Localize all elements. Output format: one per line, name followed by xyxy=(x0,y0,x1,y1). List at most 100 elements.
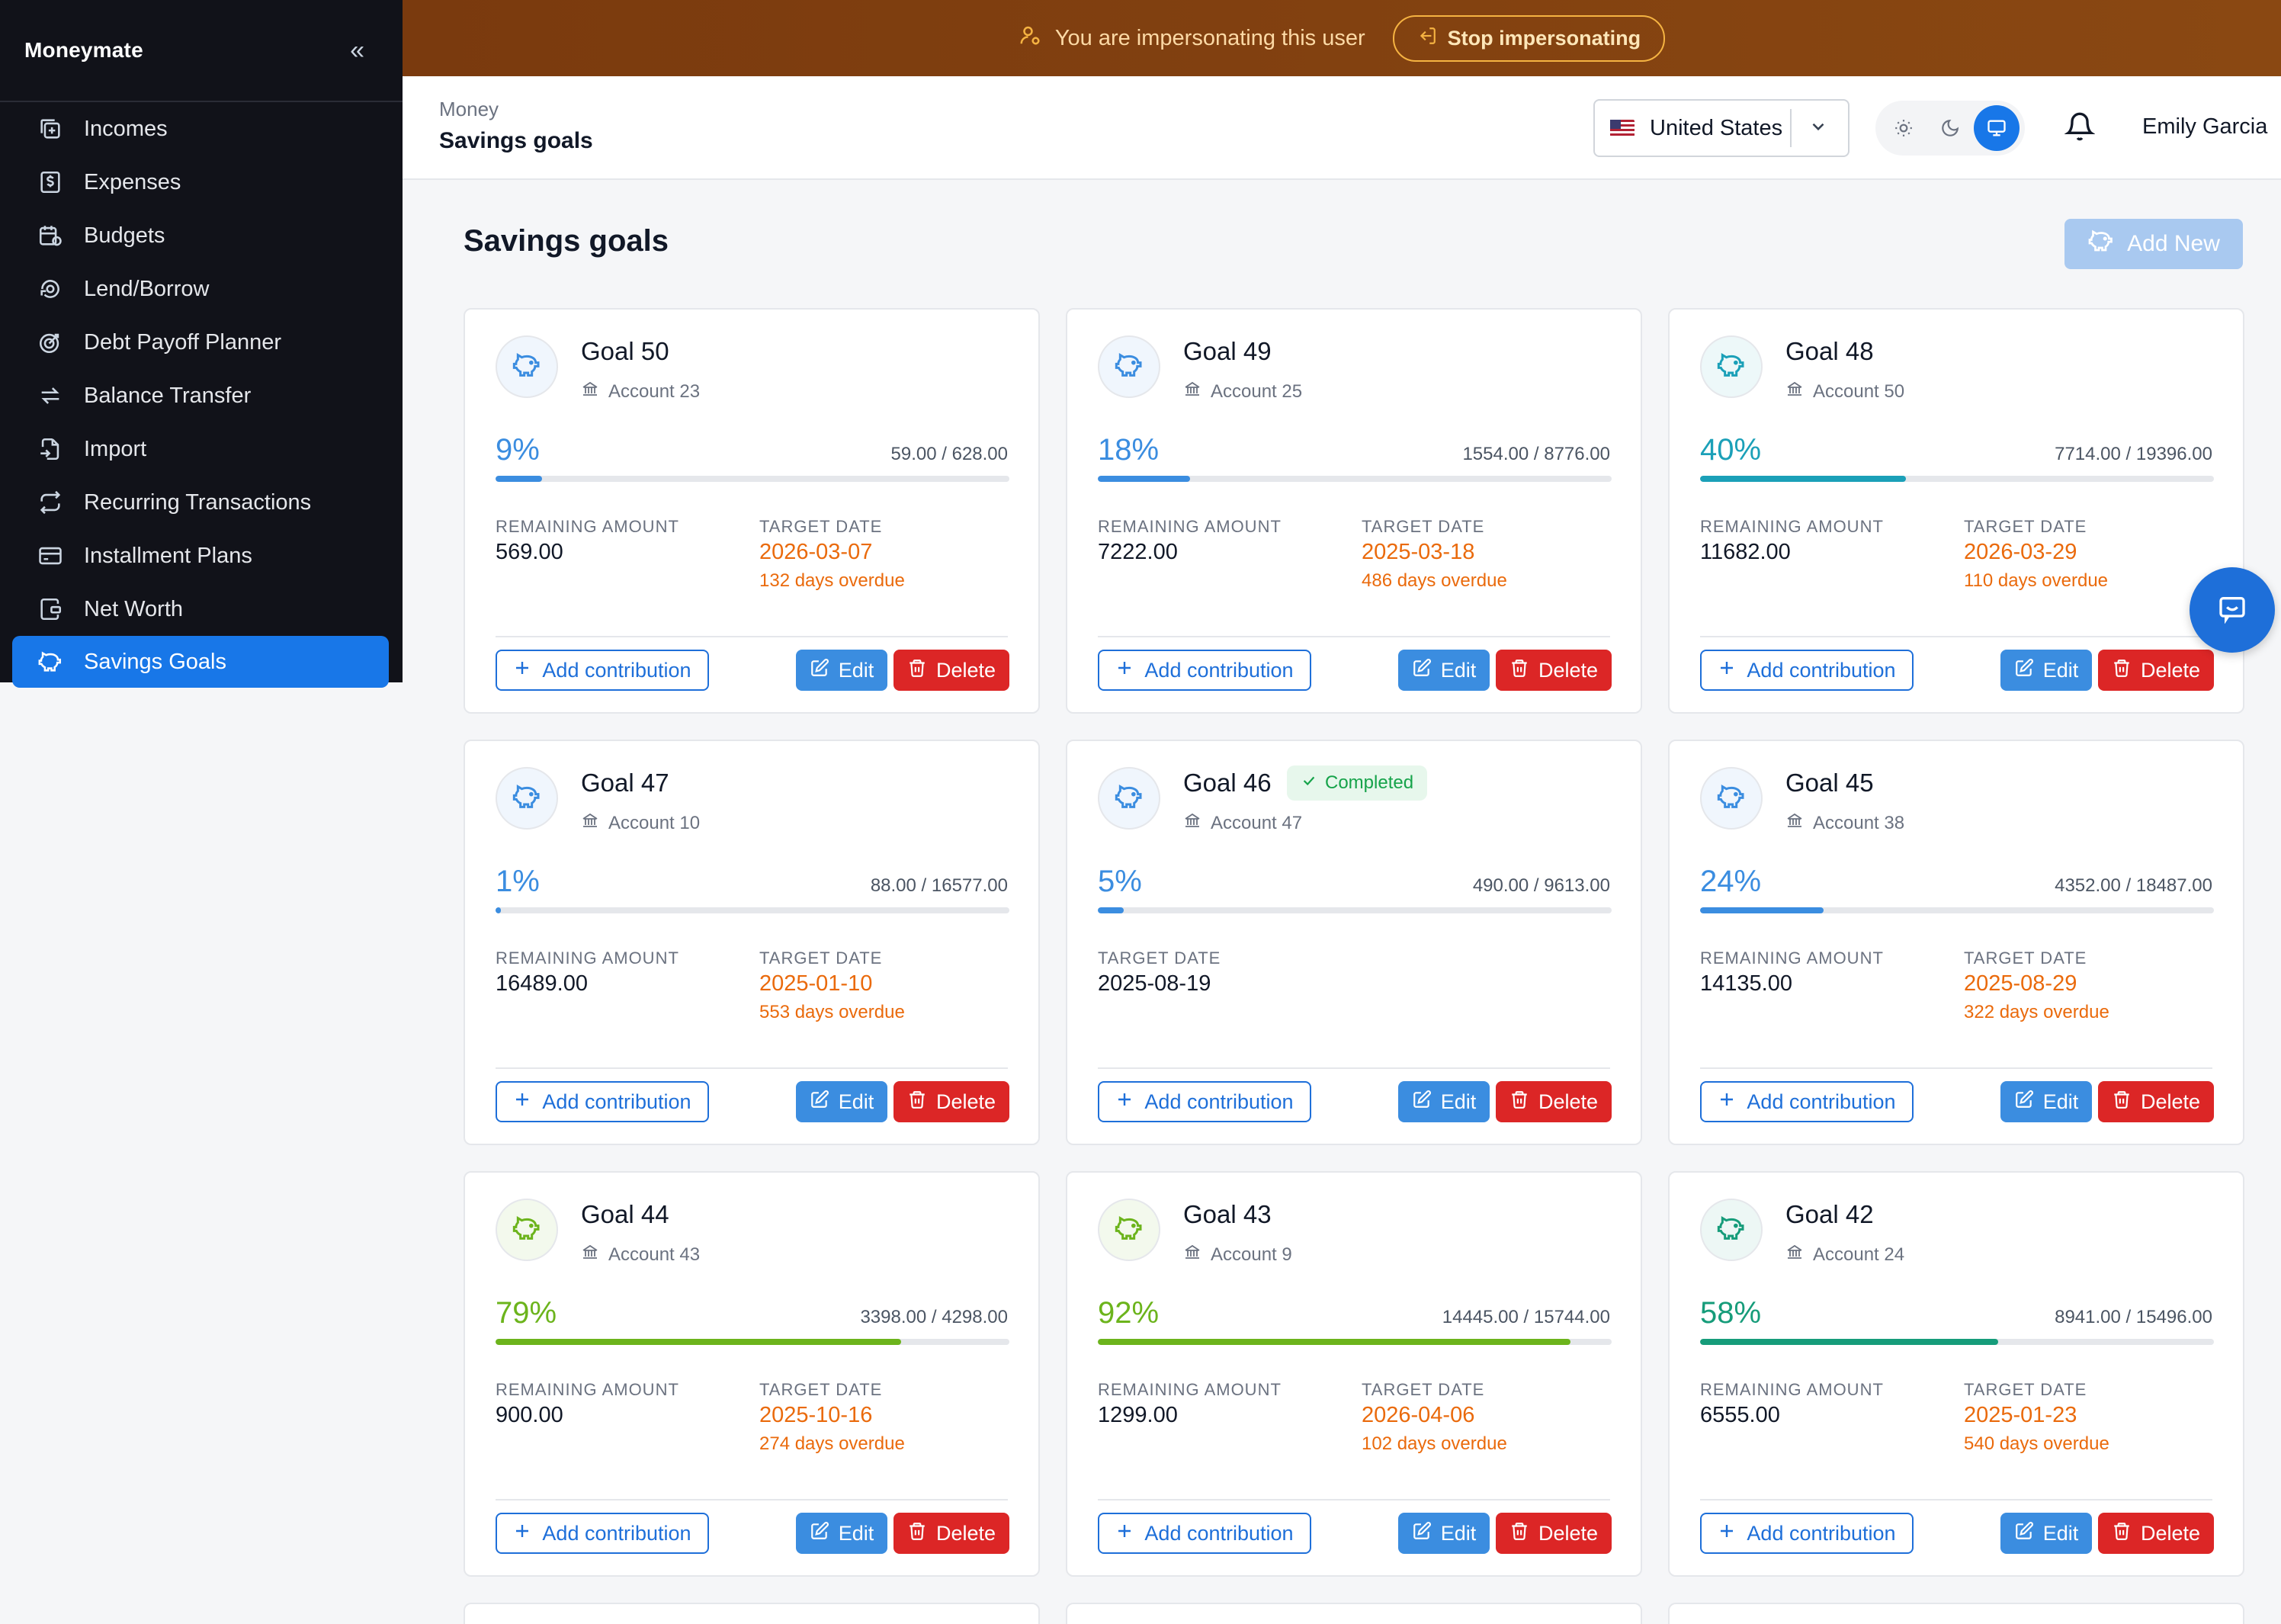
sidebar-item-import[interactable]: Import xyxy=(0,422,403,476)
goal-card: Goal 45 Account 38 24% 4352.00 / 18487.00 RE… xyxy=(1668,740,2244,1145)
edit-button[interactable]: Edit xyxy=(796,650,887,691)
ratio-separator: / xyxy=(1529,444,1545,464)
goal-name: Goal 44 xyxy=(581,1200,669,1228)
overdue-text: 274 days overdue xyxy=(759,1433,905,1454)
delete-label: Delete xyxy=(2140,1090,2201,1113)
piggy-bank-icon xyxy=(512,350,542,384)
sidebar-item-label: Installment Plans xyxy=(84,543,252,568)
add-contribution-button[interactable]: Add contribution xyxy=(496,1081,709,1122)
delete-label: Delete xyxy=(2140,1521,2201,1545)
target-date-label: TARGET DATE xyxy=(1964,517,2087,536)
edit-icon xyxy=(1412,1090,1432,1115)
remaining-amount-value: 7222.00 xyxy=(1098,540,1178,564)
delete-button[interactable]: Delete xyxy=(2098,1513,2214,1554)
add-contribution-label: Add contribution xyxy=(1144,1090,1294,1113)
delete-button[interactable]: Delete xyxy=(1496,650,1612,691)
add-contribution-button[interactable]: Add contribution xyxy=(496,650,709,691)
sidebar-item-lend-borrow[interactable]: Lend/Borrow xyxy=(0,262,403,316)
sidebar-item-incomes[interactable]: Incomes xyxy=(0,102,403,156)
delete-button[interactable]: Delete xyxy=(2098,650,2214,691)
plus-icon xyxy=(1115,659,1134,682)
edit-button[interactable]: Edit xyxy=(2000,1513,2092,1554)
delete-button[interactable]: Delete xyxy=(893,1081,1009,1122)
add-contribution-button[interactable]: Add contribution xyxy=(1098,1513,1311,1554)
saved-of-target: 3398.00 / 4298.00 xyxy=(860,1307,1008,1328)
ratio-separator: / xyxy=(2120,875,2136,896)
collapse-sidebar-icon[interactable]: « xyxy=(350,35,364,65)
add-contribution-label: Add contribution xyxy=(1747,1090,1896,1113)
goal-avatar xyxy=(496,1199,558,1261)
add-contribution-button[interactable]: Add contribution xyxy=(1098,1081,1311,1122)
goal-card: Goal 50 Account 23 9% 59.00 / 628.00 REMAINI… xyxy=(464,308,1040,714)
saved-of-target: 8941.00 / 15496.00 xyxy=(2055,1307,2212,1328)
add-contribution-button[interactable]: Add contribution xyxy=(496,1513,709,1554)
country-select[interactable]: United States xyxy=(1593,99,1850,157)
add-contribution-button[interactable]: Add contribution xyxy=(1098,650,1311,691)
sidebar-item-expenses[interactable]: Expenses xyxy=(0,156,403,209)
add-contribution-label: Add contribution xyxy=(1747,1521,1896,1545)
saved-amount: 4352.00 xyxy=(2055,875,2121,896)
goal-account: Account 47 xyxy=(1183,811,1302,835)
sidebar-item-installment-plans[interactable]: Installment Plans xyxy=(0,529,403,583)
dark-mode-icon[interactable] xyxy=(1927,105,1973,151)
edit-button[interactable]: Edit xyxy=(2000,1081,2092,1122)
remaining-amount-label: REMAINING AMOUNT xyxy=(496,948,679,968)
target-date-value: 2025-08-29 xyxy=(1964,971,2077,996)
bank-icon xyxy=(1183,1243,1201,1266)
stop-impersonating-button[interactable]: Stop impersonating xyxy=(1392,14,1666,62)
saved-of-target: 4352.00 / 18487.00 xyxy=(2055,875,2212,897)
delete-button[interactable]: Delete xyxy=(893,1513,1009,1554)
target-amount: 8776.00 xyxy=(1544,444,1610,464)
edit-button[interactable]: Edit xyxy=(796,1513,887,1554)
edit-button[interactable]: Edit xyxy=(1398,1513,1490,1554)
sidebar-item-net-worth[interactable]: Net Worth xyxy=(0,583,403,636)
delete-button[interactable]: Delete xyxy=(1496,1081,1612,1122)
remaining-amount-label: REMAINING AMOUNT xyxy=(1700,517,1884,536)
add-new-label: Add New xyxy=(2127,231,2220,256)
system-mode-icon[interactable] xyxy=(1974,105,2020,151)
sidebar-item-savings-goals[interactable]: Savings Goals xyxy=(12,636,389,688)
light-mode-icon[interactable] xyxy=(1881,105,1926,151)
add-contribution-label: Add contribution xyxy=(542,1521,691,1545)
notifications-bell-icon[interactable] xyxy=(2064,111,2096,146)
add-contribution-button[interactable]: Add contribution xyxy=(1700,1513,1914,1554)
page-title: Savings goals xyxy=(464,224,669,258)
overdue-text: 553 days overdue xyxy=(759,1002,905,1022)
delete-button[interactable]: Delete xyxy=(1496,1513,1612,1554)
edit-button[interactable]: Edit xyxy=(1398,650,1490,691)
sidebar-item-budgets[interactable]: Budgets xyxy=(0,209,403,262)
delete-button[interactable]: Delete xyxy=(2098,1081,2214,1122)
edit-button[interactable]: Edit xyxy=(1398,1081,1490,1122)
edit-icon xyxy=(2014,1090,2034,1115)
theme-switcher xyxy=(1875,101,2025,156)
plus-icon xyxy=(513,1522,531,1545)
piggy-bank-icon xyxy=(1114,782,1144,816)
chat-support-button[interactable] xyxy=(2190,567,2275,653)
sidebar-item-label: Import xyxy=(84,436,147,461)
sidebar-item-debt-payoff-planner[interactable]: Debt Payoff Planner xyxy=(0,316,403,369)
edit-label: Edit xyxy=(1440,1090,1477,1113)
repeat-icon xyxy=(37,489,64,516)
sidebar: Moneymate « Incomes Expenses Budgets Lend/B… xyxy=(0,0,403,688)
delete-button[interactable]: Delete xyxy=(893,650,1009,691)
sidebar-item-balance-transfer[interactable]: Balance Transfer xyxy=(0,369,403,422)
sidebar-item-recurring-transactions[interactable]: Recurring Transactions xyxy=(0,476,403,529)
add-new-button[interactable]: Add New xyxy=(2064,219,2243,269)
piggy-bank-icon xyxy=(1716,350,1747,384)
credit-card-icon xyxy=(37,542,64,570)
target-date-value: 2025-01-23 xyxy=(1964,1403,2077,1427)
us-flag-icon xyxy=(1610,120,1635,136)
breadcrumb-current: Savings goals xyxy=(439,128,593,153)
user-menu[interactable]: Emily Garcia xyxy=(2142,114,2268,139)
add-contribution-button[interactable]: Add contribution xyxy=(1700,1081,1914,1122)
ratio-separator: / xyxy=(926,1307,942,1327)
goal-avatar xyxy=(1700,1199,1763,1261)
edit-button[interactable]: Edit xyxy=(2000,650,2092,691)
edit-button[interactable]: Edit xyxy=(796,1081,887,1122)
overdue-text: 110 days overdue xyxy=(1964,570,2109,591)
add-contribution-button[interactable]: Add contribution xyxy=(1700,650,1914,691)
breadcrumb-parent[interactable]: Money xyxy=(439,98,499,120)
edit-label: Edit xyxy=(2042,1521,2079,1545)
chevron-down-icon[interactable] xyxy=(1808,117,1828,140)
bank-icon xyxy=(581,1243,599,1266)
